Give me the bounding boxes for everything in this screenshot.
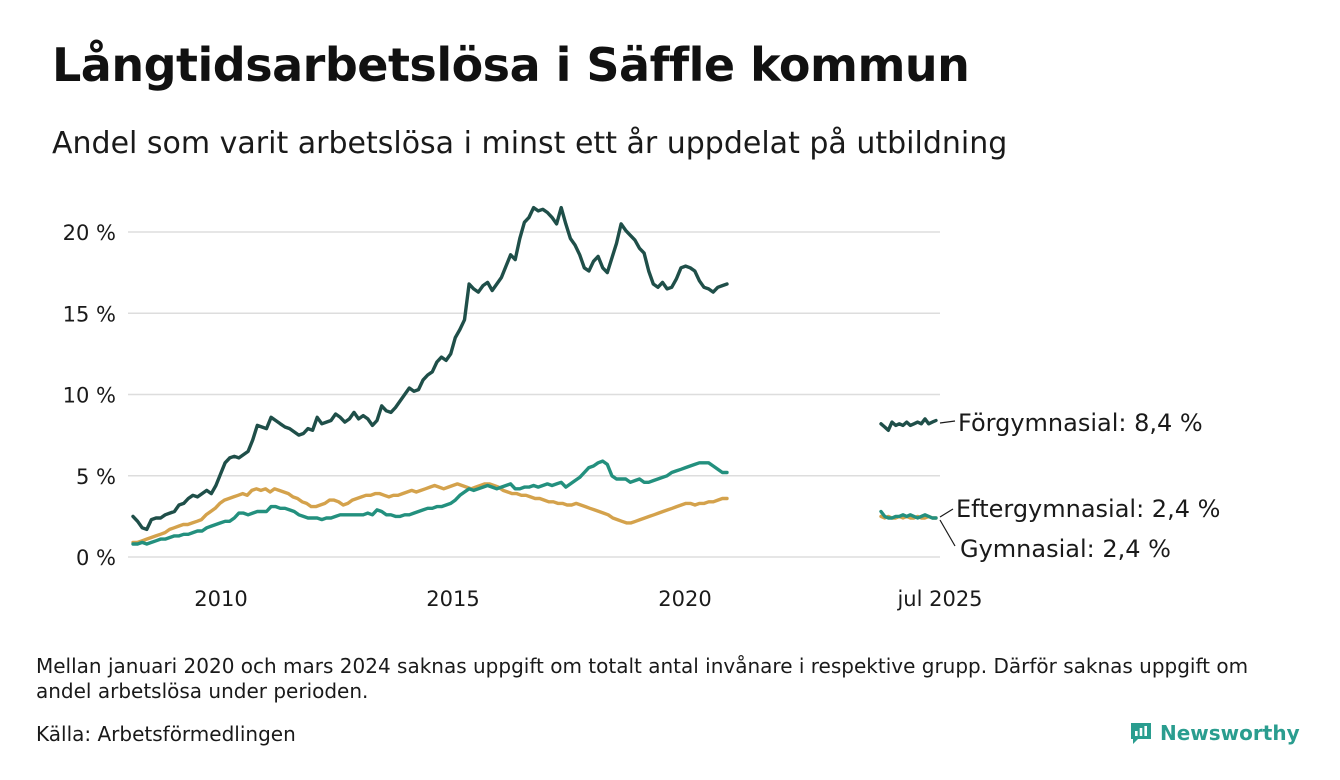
newsworthy-logo[interactable]: Newsworthy	[1128, 718, 1300, 748]
x-tick-label: jul 2025	[896, 587, 982, 611]
y-tick-label: 10 %	[63, 384, 116, 408]
newsworthy-logo-text: Newsworthy	[1160, 721, 1300, 745]
series-label-eftergymnasial: Eftergymnasial: 2,4 %	[956, 495, 1220, 523]
label-leader-line	[939, 519, 956, 547]
y-tick-label: 15 %	[63, 302, 116, 326]
y-tick-label: 5 %	[76, 465, 116, 489]
x-tick-label: 2020	[658, 587, 711, 611]
x-tick-label: 2015	[426, 587, 479, 611]
x-tick-label: 2010	[194, 587, 247, 611]
series-line-förgymnasial	[131, 205, 729, 532]
series-line-eftergymnasial	[131, 459, 729, 546]
footnote: Mellan januari 2020 och mars 2024 saknas…	[36, 654, 1249, 703]
x-axis-tick-labels: 2010 2015 2020 jul 2025	[194, 587, 982, 611]
grid-lines	[128, 231, 940, 558]
series-lines	[131, 205, 938, 546]
series-line-gymnasial	[131, 482, 729, 545]
y-tick-label: 0 %	[76, 546, 116, 570]
y-tick-label: 20 %	[63, 221, 116, 245]
series-label-förgymnasial: Förgymnasial: 8,4 %	[958, 409, 1203, 437]
newsworthy-logo-icon	[1131, 723, 1151, 744]
series-end-labels: Förgymnasial: 8,4 % Eftergymnasial: 2,4 %…	[939, 409, 1220, 563]
series-line-eftergymnasial-2024-2025	[879, 509, 938, 520]
series-label-gymnasial: Gymnasial: 2,4 %	[960, 535, 1171, 563]
source-line: Källa: Arbetsförmedlingen	[36, 722, 296, 746]
chart-subtitle: Andel som varit arbetslösa i minst ett å…	[52, 126, 1008, 161]
chart-title: Långtidsarbetslösa i Säffle kommun	[52, 38, 970, 92]
line-chart: 0 %5 %10 %15 %20 % 2010 2015 2020 jul 2025 …	[63, 205, 1220, 611]
series-line-förgymnasial-2024-2025	[879, 417, 938, 432]
label-leader-line	[939, 508, 954, 518]
y-axis-tick-labels: 0 % 5 % 10 % 15 % 20 %	[63, 221, 116, 570]
label-leader-line	[939, 420, 956, 424]
